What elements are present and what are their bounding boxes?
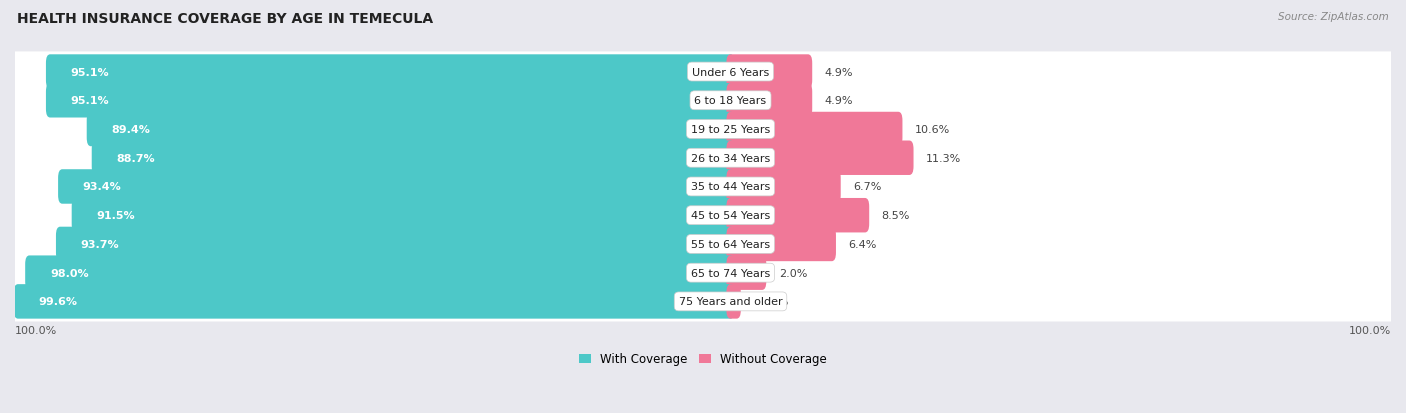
Text: 35 to 44 Years: 35 to 44 Years: [690, 182, 770, 192]
FancyBboxPatch shape: [727, 84, 813, 118]
Text: 91.5%: 91.5%: [97, 211, 135, 221]
FancyBboxPatch shape: [727, 141, 914, 176]
Text: 95.1%: 95.1%: [70, 67, 110, 77]
FancyBboxPatch shape: [727, 112, 903, 147]
Text: 4.9%: 4.9%: [824, 96, 853, 106]
Text: 10.6%: 10.6%: [915, 125, 950, 135]
FancyBboxPatch shape: [11, 52, 1395, 93]
FancyBboxPatch shape: [727, 199, 869, 233]
Text: 99.6%: 99.6%: [38, 297, 77, 307]
FancyBboxPatch shape: [727, 256, 766, 290]
Text: Source: ZipAtlas.com: Source: ZipAtlas.com: [1278, 12, 1389, 22]
FancyBboxPatch shape: [72, 199, 735, 233]
Text: 2.0%: 2.0%: [779, 268, 807, 278]
Text: 11.3%: 11.3%: [927, 153, 962, 164]
Text: Under 6 Years: Under 6 Years: [692, 67, 769, 77]
Text: 6.4%: 6.4%: [848, 240, 877, 249]
Text: 88.7%: 88.7%: [117, 153, 155, 164]
Legend: With Coverage, Without Coverage: With Coverage, Without Coverage: [574, 348, 832, 370]
FancyBboxPatch shape: [11, 224, 1395, 264]
Text: 6.7%: 6.7%: [853, 182, 882, 192]
FancyBboxPatch shape: [727, 55, 813, 90]
FancyBboxPatch shape: [11, 109, 1395, 150]
FancyBboxPatch shape: [14, 285, 735, 319]
FancyBboxPatch shape: [11, 196, 1395, 236]
Text: 26 to 34 Years: 26 to 34 Years: [690, 153, 770, 164]
Text: 89.4%: 89.4%: [111, 125, 150, 135]
Text: 6 to 18 Years: 6 to 18 Years: [695, 96, 766, 106]
Text: 55 to 64 Years: 55 to 64 Years: [690, 240, 770, 249]
Text: 75 Years and older: 75 Years and older: [679, 297, 782, 307]
FancyBboxPatch shape: [11, 81, 1395, 121]
FancyBboxPatch shape: [58, 170, 735, 204]
Text: 95.1%: 95.1%: [70, 96, 110, 106]
FancyBboxPatch shape: [727, 170, 841, 204]
Text: 19 to 25 Years: 19 to 25 Years: [690, 125, 770, 135]
Text: 93.7%: 93.7%: [80, 240, 120, 249]
FancyBboxPatch shape: [727, 285, 741, 319]
FancyBboxPatch shape: [91, 141, 735, 176]
Text: 100.0%: 100.0%: [15, 325, 58, 335]
FancyBboxPatch shape: [46, 84, 735, 118]
FancyBboxPatch shape: [87, 112, 735, 147]
FancyBboxPatch shape: [46, 55, 735, 90]
FancyBboxPatch shape: [727, 227, 837, 261]
Text: 65 to 74 Years: 65 to 74 Years: [690, 268, 770, 278]
FancyBboxPatch shape: [56, 227, 735, 261]
Text: 0.39%: 0.39%: [754, 297, 789, 307]
Text: 4.9%: 4.9%: [824, 67, 853, 77]
FancyBboxPatch shape: [11, 138, 1395, 178]
FancyBboxPatch shape: [11, 282, 1395, 322]
Text: 45 to 54 Years: 45 to 54 Years: [690, 211, 770, 221]
Text: 98.0%: 98.0%: [51, 268, 89, 278]
FancyBboxPatch shape: [11, 253, 1395, 293]
Text: 93.4%: 93.4%: [83, 182, 121, 192]
FancyBboxPatch shape: [25, 256, 735, 290]
Text: 8.5%: 8.5%: [882, 211, 910, 221]
Text: HEALTH INSURANCE COVERAGE BY AGE IN TEMECULA: HEALTH INSURANCE COVERAGE BY AGE IN TEME…: [17, 12, 433, 26]
Text: 100.0%: 100.0%: [1348, 325, 1391, 335]
FancyBboxPatch shape: [11, 167, 1395, 207]
